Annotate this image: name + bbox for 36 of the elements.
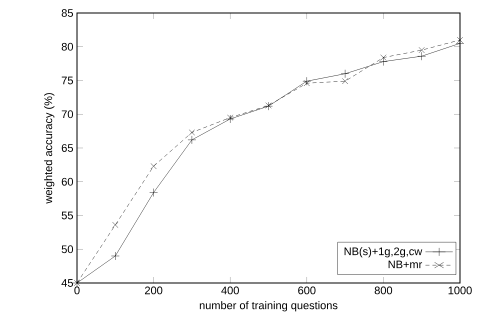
y-tick-label: 85 <box>62 9 73 17</box>
point <box>188 136 196 144</box>
x-tick-label: 200 <box>144 286 162 294</box>
point <box>340 70 350 78</box>
point <box>226 114 234 124</box>
y-tick-label: 70 <box>62 110 74 118</box>
y-tick-label: 45 <box>61 279 73 287</box>
point <box>302 76 311 86</box>
x-axis-title: number of training questions <box>200 301 338 312</box>
x-tick-label: 800 <box>374 286 392 294</box>
y-tick-label: 65 <box>62 144 73 152</box>
point <box>304 80 310 86</box>
x-tick-label: 1000 <box>448 286 472 294</box>
y-tick-label: 60 <box>62 178 74 186</box>
legend-label: NB+mr <box>388 260 422 268</box>
point <box>418 52 426 60</box>
point <box>111 252 120 260</box>
point <box>379 57 388 66</box>
x-tick-label: 600 <box>298 286 316 294</box>
legend-label: NB(s)+1g,2g,cw <box>344 247 422 258</box>
y-axis-title: weighted accuracy (%) <box>44 93 54 204</box>
x-tick-label: 0 <box>74 286 80 294</box>
x-tick-label: 400 <box>221 286 239 294</box>
point <box>149 188 158 197</box>
y-tick-label: 50 <box>62 245 74 254</box>
point <box>150 163 157 170</box>
y-tick-label: 75 <box>62 76 73 84</box>
point <box>227 114 234 121</box>
point <box>265 102 272 108</box>
point <box>188 129 195 136</box>
point <box>264 102 273 110</box>
point <box>418 47 425 54</box>
point <box>342 78 348 84</box>
y-tick-label: 55 <box>62 212 73 220</box>
y-tick-label: 80 <box>62 42 74 51</box>
point <box>112 222 118 228</box>
